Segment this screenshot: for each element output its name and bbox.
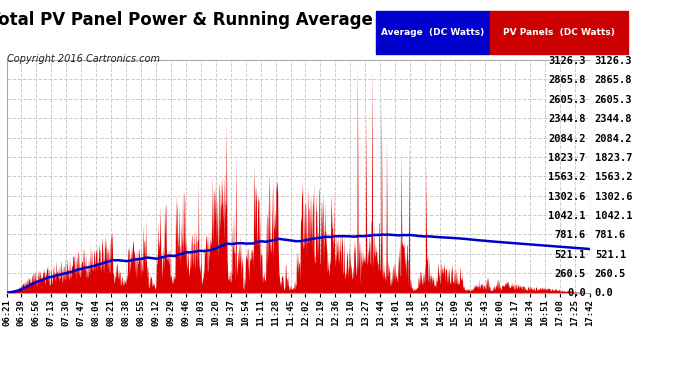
Text: Copyright 2016 Cartronics.com: Copyright 2016 Cartronics.com — [7, 54, 160, 64]
Text: Average  (DC Watts): Average (DC Watts) — [382, 28, 484, 38]
Text: Total PV Panel Power & Running Average Power Thu Mar 10 17:46: Total PV Panel Power & Running Average P… — [0, 11, 607, 29]
Text: PV Panels  (DC Watts): PV Panels (DC Watts) — [503, 28, 615, 38]
